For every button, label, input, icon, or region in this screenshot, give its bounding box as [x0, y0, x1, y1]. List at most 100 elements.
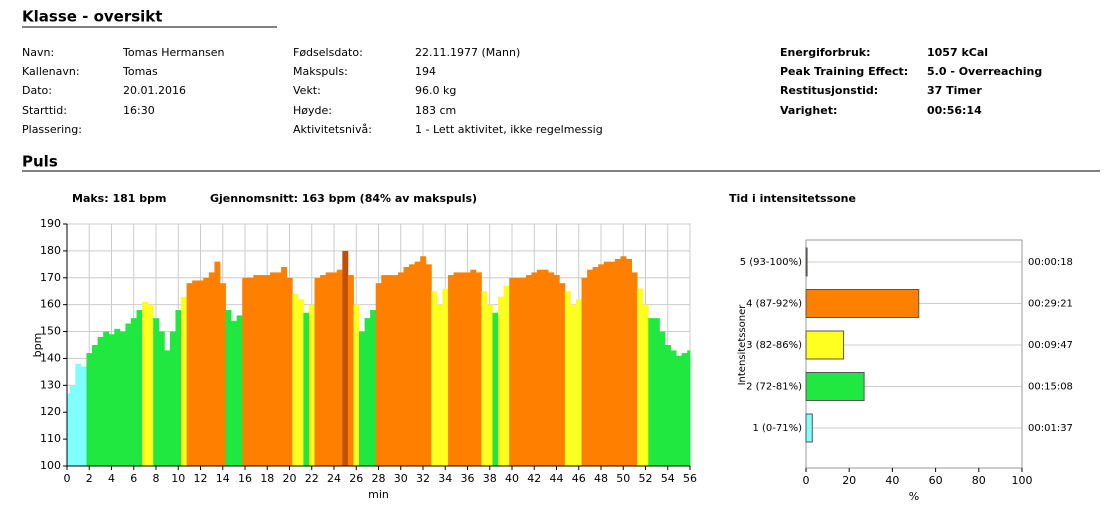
x-tick-label: 60 [929, 474, 943, 487]
hr-sample [498, 296, 505, 466]
y-tick-label: 190 [40, 217, 61, 230]
x-tick-label: 40 [885, 474, 899, 487]
hr-sample [203, 277, 210, 466]
x-tick-label: 52 [639, 472, 653, 485]
hr-sample [687, 350, 691, 466]
hr-sample [142, 301, 149, 466]
x-tick-label: 46 [572, 472, 586, 485]
hr-sample [270, 272, 276, 466]
hr-sample [631, 272, 638, 466]
x-tick-label: 4 [108, 472, 115, 485]
info-value: 22.11.1977 (Mann) [415, 46, 520, 59]
info-label: Starttid: [22, 104, 67, 117]
info-value: 20.01.2016 [123, 84, 186, 97]
info-value: 96.0 kg [415, 84, 456, 97]
hr-sample [331, 272, 338, 466]
value-label: 00:00:18 [1028, 257, 1073, 268]
x-tick-label: 2 [86, 472, 93, 485]
hr-sample [258, 275, 265, 466]
hr-sample [314, 277, 321, 466]
bar [805, 289, 920, 318]
hr-sample [347, 275, 354, 466]
hr-sample [542, 269, 549, 466]
hr-sample [92, 345, 98, 466]
info-value: 194 [415, 65, 436, 78]
info-label: Høyde: [293, 104, 332, 117]
section-title: Puls [22, 153, 58, 171]
hr-sample [575, 299, 582, 466]
hr-sample [364, 318, 371, 466]
hr-sample [386, 275, 393, 466]
info-label: Peak Training Effect: [780, 65, 908, 78]
hr-sample [592, 267, 599, 466]
bar [805, 330, 845, 360]
hr-sample [208, 272, 215, 466]
info-value: 37 Timer [927, 84, 982, 97]
x-tick-label: 10 [171, 472, 185, 485]
bar [805, 247, 808, 277]
hr-sample [514, 277, 521, 466]
hr-sample [359, 331, 365, 466]
x-tick-label: 42 [527, 472, 541, 485]
hr-sample [436, 304, 443, 466]
hr-sample [286, 277, 293, 466]
info-label: Plassering: [22, 123, 82, 136]
x-tick-label: 14 [216, 472, 230, 485]
info-value: 00:56:14 [927, 104, 982, 117]
hr-sample [637, 288, 644, 466]
y-tick-label: 110 [40, 432, 61, 445]
hr-sample [130, 318, 137, 466]
info-label: Fødselsdato: [293, 46, 363, 59]
hr-sample [119, 331, 126, 466]
hr-sample [103, 331, 110, 466]
hr-sample [303, 312, 310, 466]
hr-sample [125, 323, 132, 466]
category-label: 5 (93-100%) [740, 257, 802, 268]
hr-sample [114, 328, 121, 466]
page-title: Klasse - oversikt [22, 8, 162, 26]
x-tick-label: 100 [1012, 474, 1033, 487]
x-tick-label: 0 [64, 472, 71, 485]
x-tick-label: 16 [238, 472, 252, 485]
hr-sample [242, 277, 249, 466]
x-tick-label: 6 [130, 472, 137, 485]
x-tick-label: 44 [550, 472, 564, 485]
hr-sample [370, 310, 377, 466]
value-label: 00:29:21 [1028, 299, 1073, 310]
x-tick-label: 38 [483, 472, 497, 485]
info-value: 1 - Lett aktivitet, ikke regelmessig [415, 123, 603, 136]
hr-sample [587, 269, 594, 466]
y-tick-label: 160 [40, 298, 61, 311]
info-label: Makspuls: [293, 65, 348, 78]
hr-sample [392, 275, 399, 466]
hr-sample [614, 258, 621, 466]
zone-chart-title: Tid i intensitetssone [729, 192, 856, 205]
category-label: 3 (82-86%) [746, 340, 802, 351]
hr-sample [420, 256, 427, 466]
hr-sample [153, 318, 160, 466]
hr-sample [136, 310, 143, 466]
x-tick-label: 34 [438, 472, 452, 485]
hr-sample [381, 275, 388, 466]
hr-sample [503, 285, 510, 466]
x-axis-label: % [909, 490, 919, 503]
info-label: Dato: [22, 84, 52, 97]
y-tick-label: 100 [40, 459, 61, 472]
hr-sample [425, 264, 432, 466]
hr-sample [403, 267, 410, 466]
x-tick-label: 20 [842, 474, 856, 487]
y-tick-label: 150 [40, 325, 61, 338]
hr-sample [598, 264, 605, 466]
hr-sample [253, 275, 260, 466]
x-tick-label: 80 [972, 474, 986, 487]
hr-sample [197, 280, 204, 466]
hr-sample [620, 256, 627, 466]
x-tick-label: 54 [661, 472, 675, 485]
value-label: 00:09:47 [1028, 340, 1073, 351]
hr-sample [247, 277, 254, 466]
hr-sample [670, 350, 677, 466]
hr-sample [448, 275, 454, 466]
x-tick-label: 30 [394, 472, 408, 485]
x-tick-label: 48 [594, 472, 608, 485]
hr-sample [325, 272, 332, 466]
